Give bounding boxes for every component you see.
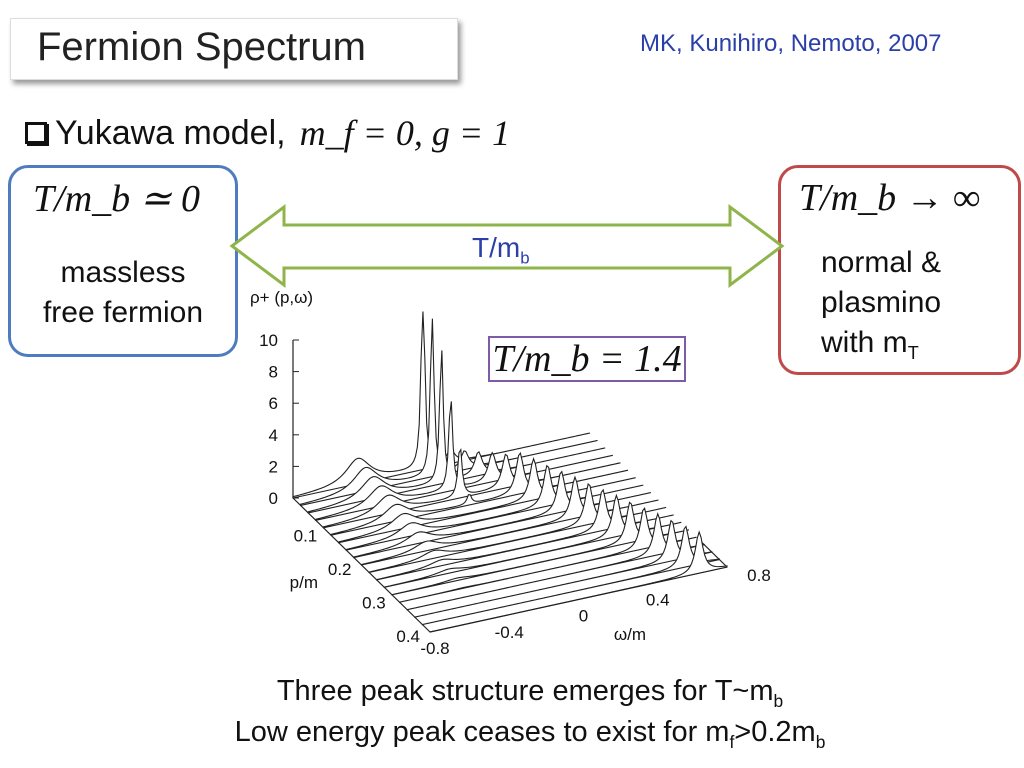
citation: MK, Kunihiro, Nemoto, 2007: [640, 30, 942, 57]
p-tick-label: 0.3: [362, 594, 386, 613]
right-box-line2: plasmino: [821, 286, 942, 319]
left-box-line1: massless: [60, 256, 186, 289]
w-tick-label: 0.8: [747, 566, 771, 585]
bullet-text: Yukawa model,: [55, 113, 286, 152]
conclusion-line-1: Three peak structure emerges for T~mb: [276, 675, 784, 711]
left-box: T/m_b ≃ 0 massless free fermion: [8, 165, 238, 357]
z-tick-label: 8: [269, 363, 278, 382]
slide-title: Fermion Spectrum: [37, 25, 366, 69]
right-box: T/m_b → ∞ normal & plasmino with mT: [778, 165, 1021, 375]
z-tick-label: 4: [269, 426, 278, 445]
spectrum-curve: [429, 530, 728, 633]
p-tick-label: 0.1: [294, 527, 318, 546]
double-arrow-icon: [229, 204, 785, 288]
left-box-line2: free fermion: [42, 296, 204, 329]
right-box-line1: normal &: [821, 246, 942, 279]
conclusion-line-2: Low energy peak ceases to exist for mf>0…: [234, 716, 826, 752]
right-box-math: T/m_b → ∞: [799, 177, 981, 219]
p-axis-label: p/m: [290, 573, 318, 592]
bullet-math: m_f = 0, g = 1: [299, 113, 511, 153]
square-bullet-icon: [25, 122, 47, 144]
spectrum-curve: [421, 525, 720, 626]
z-tick-label: 0: [269, 489, 278, 508]
bullet-item: Yukawa model, m_f = 0, g = 1: [25, 112, 510, 154]
p-tick-label: 0.4: [396, 627, 420, 646]
w-tick-label: -0.4: [495, 623, 524, 642]
arrow-label: T/mb: [472, 232, 530, 268]
z-tick-label: 6: [269, 394, 278, 413]
z-tick-label: 10: [259, 331, 278, 350]
spectrum-curve: [345, 464, 644, 551]
plot-annotation: T/m_b = 1.4: [488, 336, 686, 382]
z-axis-label: ρ+ (p,ω): [250, 288, 313, 307]
w-tick-label: 0: [579, 607, 588, 626]
w-tick-label: 0.4: [646, 590, 670, 609]
w-axis-label: ω/m: [614, 625, 646, 644]
title-box: Fermion Spectrum: [10, 18, 458, 80]
spectrum-curve: [406, 511, 705, 611]
right-box-line3: with mT: [821, 326, 919, 363]
p-tick-label: 0.2: [328, 560, 352, 579]
left-box-math: T/m_b ≃ 0: [33, 178, 200, 220]
spectrum-curve: [360, 475, 659, 566]
z-tick-label: 2: [269, 457, 278, 476]
spectrum-curve: [414, 519, 713, 618]
w-tick-label: -0.8: [420, 639, 449, 658]
spectrum-curve: [399, 506, 697, 603]
